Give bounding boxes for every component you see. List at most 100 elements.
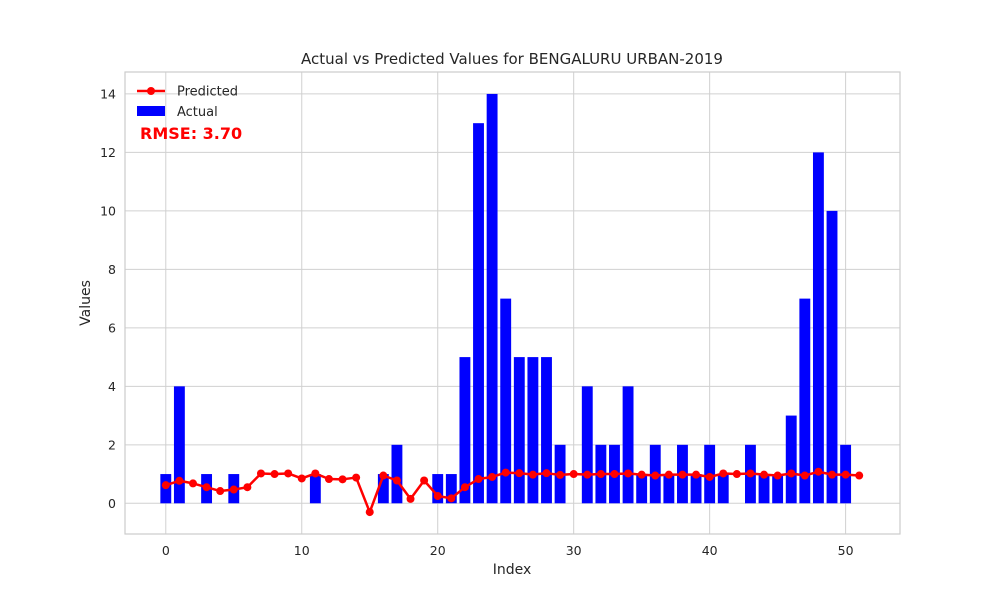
predicted-point [488,472,497,481]
predicted-point [324,475,333,484]
x-axis-label: Index [493,562,532,578]
predicted-point [256,469,265,478]
actual-bar [309,474,321,504]
predicted-point [270,470,279,479]
actual-bar [486,93,498,504]
x-tick-label: 30 [566,543,582,558]
predicted-point [338,475,347,484]
predicted-point [664,470,673,479]
y-tick-label: 10 [100,203,116,218]
predicted-point [365,508,374,517]
actual-bar [173,386,185,504]
predicted-point [637,470,646,479]
grid [125,72,900,534]
predicted-line-path [165,470,860,514]
predicted-point [175,476,184,485]
x-tick-label: 20 [430,543,446,558]
predicted-point [474,475,483,484]
predicted-point [216,487,225,496]
predicted-point [610,470,619,479]
predicted-point [828,470,837,479]
predicted-point [161,481,170,490]
legend-predicted-label: Predicted [177,85,238,100]
rmse-annotation: RMSE: 3.70 [140,124,242,143]
actual-bar [581,386,593,504]
y-tick-label: 6 [108,320,116,335]
actual-bar [541,357,552,504]
predicted-point [583,470,592,479]
actual-bar [799,298,811,504]
predicted-point [501,468,510,477]
predicted-line [161,467,864,517]
predicted-point [311,469,320,478]
actual-bar [432,474,444,504]
predicted-point [814,467,823,476]
x-tick-label: 50 [838,543,854,558]
predicted-point [719,469,728,478]
actual-bar [459,357,471,504]
predicted-point [760,470,769,479]
plot-area [125,72,900,534]
predicted-point [202,483,211,492]
predicted-point [773,471,782,480]
actual-bar [527,357,539,504]
actual-bar [622,386,634,504]
actual-bar [513,357,525,504]
actual-bar [391,444,403,504]
predicted-point [379,471,388,480]
predicted-point [678,470,687,479]
y-tick-label: 4 [108,379,116,394]
predicted-point [732,470,741,479]
y-tick-label: 8 [108,262,116,277]
actual-bar [826,210,838,504]
predicted-point [420,476,429,485]
predicted-point [855,471,864,480]
y-axis-label: Values [78,280,94,326]
predicted-point [297,474,306,483]
actual-bar [717,474,729,504]
predicted-point [528,470,537,479]
predicted-point [460,483,469,492]
predicted-point [841,470,850,479]
x-tick-label: 0 [162,543,170,558]
predicted-point [433,491,442,500]
actual-bar [377,474,389,504]
predicted-point [746,469,755,478]
predicted-point [229,485,238,494]
legend-actual-label: Actual [177,105,218,120]
actual-bar [758,474,770,504]
actual-bar [663,474,675,504]
predicted-point [692,470,701,479]
predicted-point [542,469,551,478]
predicted-point [284,469,293,478]
x-tick-labels: 0 10 20 30 40 50 [162,543,854,558]
predicted-point [596,470,605,479]
predicted-point [406,494,415,503]
predicted-point [787,469,796,478]
predicted-point [651,471,660,480]
actual-bar [812,152,824,504]
predicted-point [188,479,197,488]
predicted-point [800,471,809,480]
predicted-point [515,469,524,478]
predicted-point [556,470,565,479]
actual-bar [500,298,512,504]
actual-bar [785,415,797,504]
predicted-point [447,494,456,503]
x-tick-label: 40 [702,543,718,558]
legend-predicted-marker [147,87,155,95]
predicted-point [243,483,252,492]
legend-actual-swatch [137,106,165,116]
predicted-point [352,473,361,482]
actual-bar [445,474,457,504]
y-tick-label: 12 [100,145,116,160]
legend: Predicted Actual [137,85,238,120]
plot-frame [124,71,901,535]
x-tick-label: 10 [294,543,310,558]
actual-bar [636,474,648,504]
predicted-point [392,476,401,485]
actual-bar [772,474,784,504]
chart-title: Actual vs Predicted Values for BENGALURU… [301,50,723,68]
predicted-point [569,470,578,479]
